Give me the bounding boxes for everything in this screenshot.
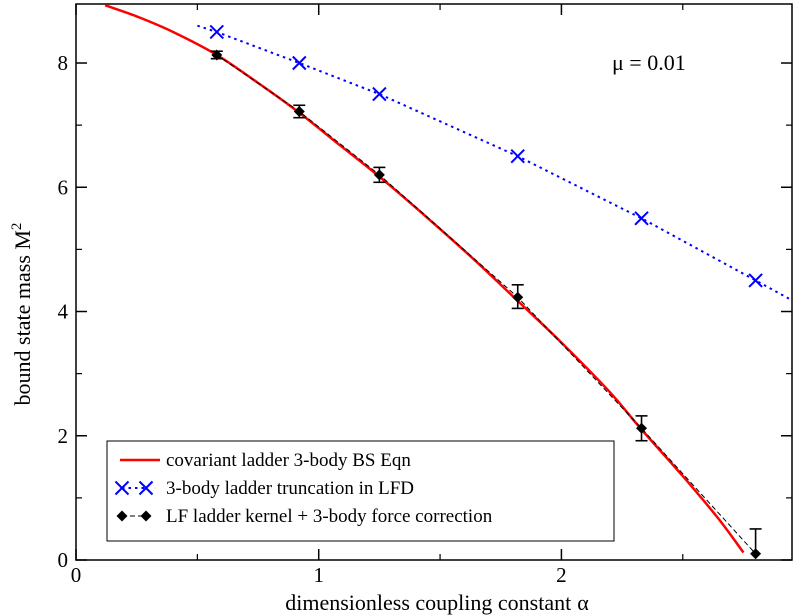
mu-annotation: μ = 0.01 bbox=[612, 50, 686, 75]
x-marker-stroke bbox=[209, 24, 224, 40]
y-tick-label: 6 bbox=[58, 175, 69, 199]
lfd-truncation-point bbox=[634, 211, 649, 226]
lfd-truncation-point bbox=[372, 86, 387, 102]
legend-box bbox=[106, 440, 615, 542]
lf-kernel-point bbox=[512, 291, 524, 303]
x-marker-stroke bbox=[114, 480, 130, 496]
lfd-truncation-point bbox=[209, 24, 224, 40]
legend-label: covariant ladder 3-body BS Eqn bbox=[166, 450, 411, 471]
x-marker-stroke bbox=[634, 211, 649, 226]
series-lf-kernel-line bbox=[216, 54, 756, 555]
legend-swatch-lf-marker bbox=[116, 510, 128, 522]
lf-kernel-point bbox=[373, 169, 385, 181]
y-axis-label-sup: 2 bbox=[9, 223, 25, 231]
legend-label: 3-body ladder truncation in LFD bbox=[166, 478, 414, 499]
legend-swatch-lfd-marker bbox=[138, 480, 154, 496]
x-marker-stroke bbox=[292, 55, 307, 71]
lf-kernel-point bbox=[211, 49, 223, 61]
plot-frame bbox=[75, 3, 793, 561]
lf-kernel-point bbox=[750, 548, 762, 560]
x-axis-label-symbol: α bbox=[577, 590, 589, 615]
x-axis-label-text: dimensionless coupling constant bbox=[285, 590, 571, 615]
legend-label: LF ladder kernel + 3-body force correcti… bbox=[166, 506, 493, 527]
lf-kernel-point bbox=[293, 105, 305, 117]
y-axis-label-text: bound state mass M bbox=[10, 230, 35, 405]
lf-kernel-point bbox=[636, 422, 648, 434]
lfd-truncation-point bbox=[748, 273, 763, 288]
x-tick-label: 2 bbox=[556, 563, 567, 587]
lfd-truncation-point bbox=[292, 55, 307, 71]
legend-swatch-lfd-marker bbox=[114, 480, 130, 496]
y-tick-label: 2 bbox=[58, 424, 69, 448]
x-marker-stroke bbox=[748, 273, 763, 288]
x-tick-label: 1 bbox=[313, 563, 324, 587]
y-tick-label: 4 bbox=[58, 300, 69, 324]
x-marker-stroke bbox=[138, 480, 154, 496]
x-tick-label: 0 bbox=[71, 563, 82, 587]
x-marker-stroke bbox=[510, 148, 525, 164]
y-tick-label: 0 bbox=[58, 548, 69, 572]
lfd-truncation-point bbox=[510, 148, 525, 164]
legend-swatch-lf-marker bbox=[140, 510, 152, 522]
x-marker-stroke bbox=[372, 86, 387, 102]
series-lfd-truncation-line bbox=[197, 24, 793, 302]
y-axis-label: bound state mass M2 bbox=[9, 223, 35, 406]
x-axis-label: dimensionless coupling constant α bbox=[285, 590, 589, 615]
y-tick-label: 8 bbox=[58, 51, 69, 75]
